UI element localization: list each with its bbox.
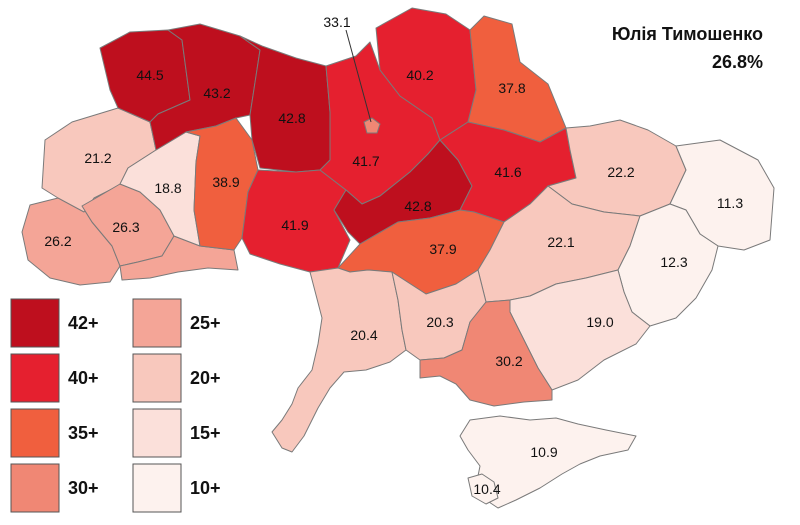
label-kyiv-oblast: 41.7 xyxy=(352,153,379,169)
legend-label-35: 35+ xyxy=(68,423,99,443)
label-khmelnytskyi: 38.9 xyxy=(212,174,239,190)
legend-label-25: 25+ xyxy=(190,313,221,333)
legend-swatch-30 xyxy=(10,463,60,513)
label-poltava: 41.6 xyxy=(494,164,521,180)
label-sevastopol: 10.4 xyxy=(473,481,500,497)
label-cherkasy: 42.8 xyxy=(404,198,431,214)
region-sevastopol[interactable] xyxy=(467,473,499,505)
region-crimea[interactable] xyxy=(459,415,637,509)
region-odesa[interactable] xyxy=(271,267,407,453)
legend-swatch-10 xyxy=(132,463,182,513)
label-mykolaiv: 20.3 xyxy=(426,314,453,330)
region-kherson[interactable] xyxy=(419,299,553,407)
label-zakarpattia: 26.2 xyxy=(44,233,71,249)
label-lviv: 21.2 xyxy=(84,150,111,166)
label-vinnytsia: 41.9 xyxy=(281,217,308,233)
region-luhansk[interactable] xyxy=(669,139,775,251)
legend-swatch-15 xyxy=(132,408,182,458)
label-kherson: 30.2 xyxy=(495,353,522,369)
value-labels: 44.5 43.2 42.8 41.7 33.1 40.2 37.8 21.2 … xyxy=(44,14,743,497)
label-kharkiv: 22.2 xyxy=(607,164,634,180)
label-luhansk: 11.3 xyxy=(717,195,743,211)
legend-label-15: 15+ xyxy=(190,423,221,443)
legend-label-42: 42+ xyxy=(68,313,99,333)
label-donetsk: 12.3 xyxy=(660,254,687,270)
region-kyiv-city[interactable] xyxy=(363,117,381,134)
label-kirovohrad: 37.9 xyxy=(429,241,456,257)
label-ivano-frankivsk: 26.3 xyxy=(112,219,139,235)
regions-layer xyxy=(21,7,775,509)
legend: 42+ 40+ 35+ 30+ 25+ 20+ 15+ 10+ xyxy=(10,298,221,513)
total-percent: 26.8% xyxy=(712,52,763,72)
legend-label-10: 10+ xyxy=(190,478,221,498)
legend-label-40: 40+ xyxy=(68,368,99,388)
label-zhytomyr: 42.8 xyxy=(278,110,305,126)
label-sumy: 37.8 xyxy=(498,80,525,96)
label-dnipropetrovsk: 22.1 xyxy=(547,234,574,250)
label-crimea: 10.9 xyxy=(530,444,557,460)
legend-swatch-42 xyxy=(10,298,60,348)
legend-swatch-40 xyxy=(10,353,60,403)
label-odesa: 20.4 xyxy=(350,327,377,343)
legend-swatch-35 xyxy=(10,408,60,458)
legend-label-20: 20+ xyxy=(190,368,221,388)
label-chernihiv: 40.2 xyxy=(406,67,433,83)
label-kyiv-city: 33.1 xyxy=(323,14,350,30)
region-sumy[interactable] xyxy=(467,15,567,143)
legend-label-30: 30+ xyxy=(68,478,99,498)
legend-swatch-25 xyxy=(132,298,182,348)
candidate-name: Юлія Тимошенко xyxy=(612,24,763,44)
label-zaporizhzhia: 19.0 xyxy=(586,314,613,330)
label-rivne: 43.2 xyxy=(203,85,230,101)
kyiv-leader-line xyxy=(345,29,372,123)
label-ternopil: 18.8 xyxy=(154,180,181,196)
label-volyn: 44.5 xyxy=(136,67,163,83)
legend-swatch-20 xyxy=(132,353,182,403)
